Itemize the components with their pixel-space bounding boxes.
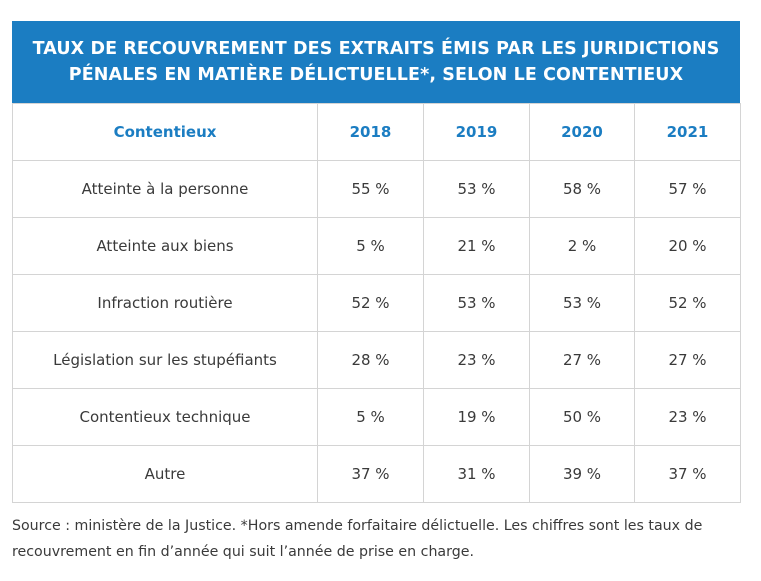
row-label: Autre xyxy=(12,445,318,503)
table-row: Atteinte aux biens 5 % 21 % 2 % 20 % xyxy=(12,217,741,275)
table-title-line-2: PÉNALES EN MATIÈRE DÉLICTUELLE*, SELON L… xyxy=(68,65,684,85)
cell-value: 27 % xyxy=(634,331,741,389)
row-label: Atteinte aux biens xyxy=(12,217,318,275)
header-row: Contentieux 2018 2019 2020 2021 xyxy=(12,103,741,161)
header-year-2020: 2020 xyxy=(529,103,635,161)
data-table: Contentieux 2018 2019 2020 2021 Atteinte… xyxy=(12,103,741,503)
cell-value: 55 % xyxy=(317,160,424,218)
table-row: Atteinte à la personne 55 % 53 % 58 % 57… xyxy=(12,160,741,218)
cell-value: 50 % xyxy=(529,388,635,446)
table-row: Législation sur les stupéfiants 28 % 23 … xyxy=(12,331,741,389)
source-note-line-2: recouvrement en fin d’année qui suit l’a… xyxy=(12,544,474,560)
cell-value: 53 % xyxy=(529,274,635,332)
header-year-2018: 2018 xyxy=(317,103,424,161)
cell-value: 53 % xyxy=(423,274,530,332)
cell-value: 57 % xyxy=(634,160,741,218)
row-label: Législation sur les stupéfiants xyxy=(12,331,318,389)
table-title-line-1: TAUX DE RECOUVREMENT DES EXTRAITS ÉMIS P… xyxy=(32,39,720,59)
cell-value: 37 % xyxy=(317,445,424,503)
header-year-2021: 2021 xyxy=(634,103,741,161)
cell-value: 39 % xyxy=(529,445,635,503)
cell-value: 58 % xyxy=(529,160,635,218)
row-label: Atteinte à la personne xyxy=(12,160,318,218)
cell-value: 28 % xyxy=(317,331,424,389)
cell-value: 5 % xyxy=(317,217,424,275)
cell-value: 2 % xyxy=(529,217,635,275)
cell-value: 52 % xyxy=(634,274,741,332)
recovery-rate-table: TAUX DE RECOUVREMENT DES EXTRAITS ÉMIS P… xyxy=(12,21,741,503)
cell-value: 20 % xyxy=(634,217,741,275)
header-year-2019: 2019 xyxy=(423,103,530,161)
cell-value: 19 % xyxy=(423,388,530,446)
table-title: TAUX DE RECOUVREMENT DES EXTRAITS ÉMIS P… xyxy=(12,21,740,103)
cell-value: 27 % xyxy=(529,331,635,389)
cell-value: 23 % xyxy=(634,388,741,446)
table-row: Autre 37 % 31 % 39 % 37 % xyxy=(12,445,741,503)
row-label: Contentieux technique xyxy=(12,388,318,446)
cell-value: 37 % xyxy=(634,445,741,503)
source-note-line-1: Source : ministère de la Justice. *Hors … xyxy=(12,518,703,534)
cell-value: 31 % xyxy=(423,445,530,503)
source-note: Source : ministère de la Justice. *Hors … xyxy=(12,513,742,565)
header-contentieux: Contentieux xyxy=(12,103,318,161)
row-label: Infraction routière xyxy=(12,274,318,332)
cell-value: 21 % xyxy=(423,217,530,275)
cell-value: 52 % xyxy=(317,274,424,332)
table-row: Infraction routière 52 % 53 % 53 % 52 % xyxy=(12,274,741,332)
table-row: Contentieux technique 5 % 19 % 50 % 23 % xyxy=(12,388,741,446)
cell-value: 53 % xyxy=(423,160,530,218)
cell-value: 23 % xyxy=(423,331,530,389)
cell-value: 5 % xyxy=(317,388,424,446)
